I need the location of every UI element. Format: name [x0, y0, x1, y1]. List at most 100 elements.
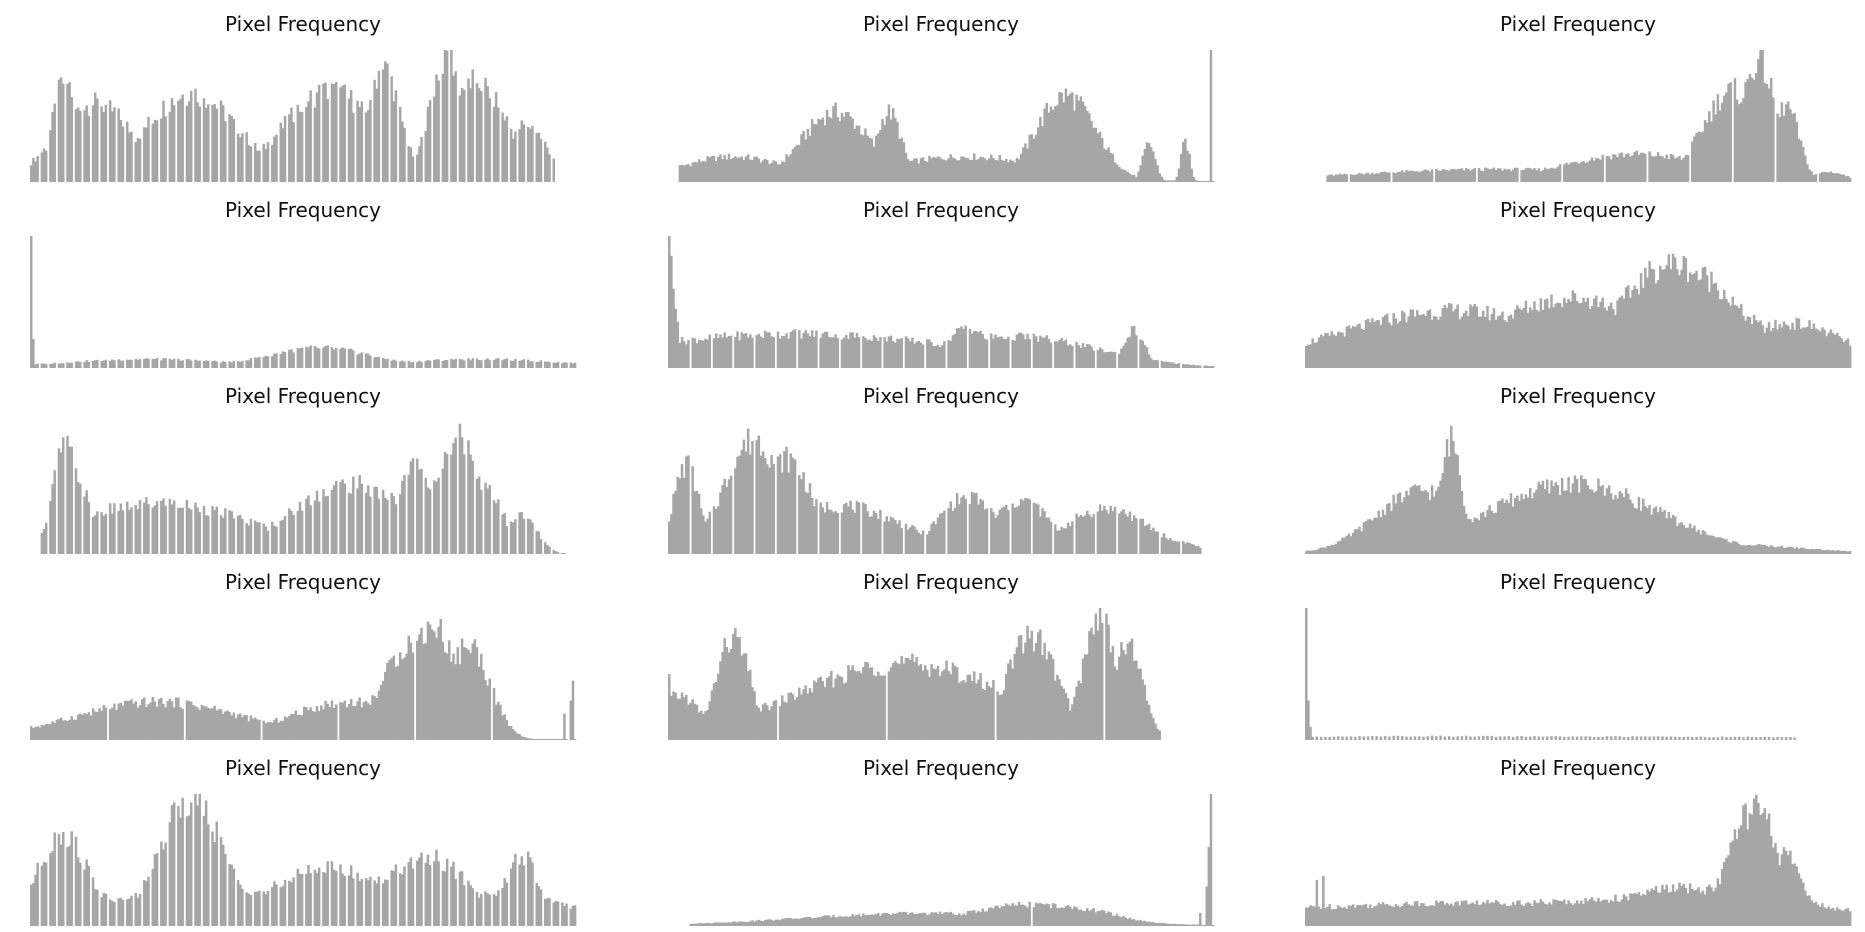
- histogram-bar: [1592, 298, 1596, 368]
- histogram-bar: [1009, 659, 1012, 740]
- histogram-bar: [239, 137, 242, 182]
- histogram-bar: [1362, 904, 1366, 926]
- histogram-bar: [76, 714, 80, 740]
- histogram-bar: [887, 336, 891, 368]
- histogram-bar: [1396, 905, 1400, 926]
- histogram-bar: [742, 653, 746, 740]
- histogram-bar: [1486, 509, 1489, 554]
- histogram-bar: [1058, 679, 1061, 740]
- histogram-bar: [128, 701, 131, 740]
- histogram-bar: [842, 683, 846, 740]
- histogram-bar: [1580, 302, 1583, 368]
- histogram-bar: [42, 725, 46, 740]
- histogram-bar: [1068, 93, 1072, 182]
- histogram-bar: [375, 88, 378, 182]
- histogram-bar: [1169, 362, 1172, 368]
- histogram-bar: [759, 920, 763, 926]
- histogram-bar: [202, 505, 206, 554]
- histogram-bar: [356, 701, 359, 740]
- histogram-bar: [1492, 167, 1496, 182]
- histogram-bar: [744, 653, 748, 740]
- histogram-bar: [1349, 536, 1353, 554]
- histogram-bar: [1490, 313, 1494, 368]
- histogram-bar: [168, 111, 172, 182]
- histogram-bar: [1650, 888, 1653, 926]
- histogram-bar: [680, 692, 684, 740]
- histogram-bar: [763, 920, 767, 926]
- histogram-bar: [1113, 666, 1117, 740]
- histogram-bar: [704, 161, 707, 182]
- histogram-bar: [181, 708, 184, 740]
- histogram-bar: [164, 842, 167, 926]
- histogram-bar: [708, 334, 711, 368]
- histogram-bar: [1714, 114, 1717, 182]
- histogram-bar: [1358, 736, 1361, 740]
- histogram-bar: [670, 695, 673, 740]
- histogram-bar: [279, 887, 283, 926]
- histogram-bar: [827, 116, 831, 182]
- histogram-bar: [1413, 484, 1417, 554]
- histogram-bar: [450, 454, 453, 554]
- histogram-bar: [1846, 551, 1850, 554]
- histogram-bar: [909, 527, 912, 554]
- histogram-bar: [787, 338, 790, 368]
- histogram-bar: [460, 359, 464, 368]
- histogram-bar: [1362, 736, 1366, 740]
- histogram-bar: [117, 510, 120, 554]
- histogram-bar: [857, 670, 861, 740]
- histogram-bar: [93, 711, 97, 740]
- histogram-bar: [394, 360, 398, 368]
- histogram-bar: [1727, 83, 1730, 182]
- histogram-bar: [1688, 272, 1692, 368]
- histogram-bar: [1846, 338, 1850, 368]
- histogram-bar: [1445, 439, 1449, 554]
- histogram-bar: [906, 338, 910, 368]
- histogram-bar: [981, 333, 984, 368]
- histogram-bar: [1701, 890, 1705, 926]
- histogram-bar: [215, 361, 219, 368]
- histogram-bar: [968, 674, 972, 740]
- histogram-bar: [749, 669, 752, 740]
- histogram-bar: [1575, 736, 1579, 740]
- histogram-bar: [407, 146, 410, 182]
- histogram-bar: [906, 914, 910, 926]
- histogram-bar: [729, 649, 733, 740]
- histogram-plot: [1305, 253, 1852, 368]
- histogram-bar: [1548, 308, 1551, 368]
- histogram-bar: [273, 353, 276, 368]
- histogram-bar: [96, 711, 99, 740]
- histogram-bar: [1671, 514, 1675, 554]
- histogram-bar: [1663, 269, 1666, 368]
- histogram-bar: [352, 878, 355, 926]
- histogram-bar: [317, 711, 321, 740]
- histogram-bar: [373, 696, 376, 740]
- histogram-bar: [1307, 907, 1310, 926]
- histogram-bar: [386, 63, 389, 182]
- histogram-bar: [245, 132, 248, 182]
- histogram-bar: [300, 873, 304, 926]
- histogram-bar: [458, 423, 462, 554]
- histogram-bar: [121, 899, 125, 926]
- histogram-bar: [819, 119, 822, 182]
- histogram-bar: [1305, 551, 1308, 554]
- histogram-bar: [834, 511, 837, 554]
- histogram-bar: [565, 362, 568, 368]
- histogram-bar: [857, 337, 861, 368]
- histogram-bar: [753, 921, 756, 926]
- histogram-bar: [1409, 309, 1412, 368]
- histogram-bar: [358, 697, 361, 740]
- histogram-bar: [1597, 736, 1600, 740]
- histogram-bar: [452, 653, 455, 740]
- histogram-bar: [1793, 329, 1796, 368]
- histogram-bar: [356, 872, 359, 926]
- histogram-bar: [232, 119, 236, 182]
- histogram-bar: [113, 360, 116, 368]
- histogram-bar: [42, 363, 46, 368]
- histogram-bar: [802, 131, 805, 182]
- histogram-bar: [377, 876, 381, 926]
- histogram-bar: [1143, 920, 1147, 926]
- histogram-bar: [879, 675, 882, 740]
- histogram-bar: [1516, 495, 1519, 554]
- histogram-bar: [1473, 168, 1476, 182]
- histogram-bar: [670, 514, 673, 554]
